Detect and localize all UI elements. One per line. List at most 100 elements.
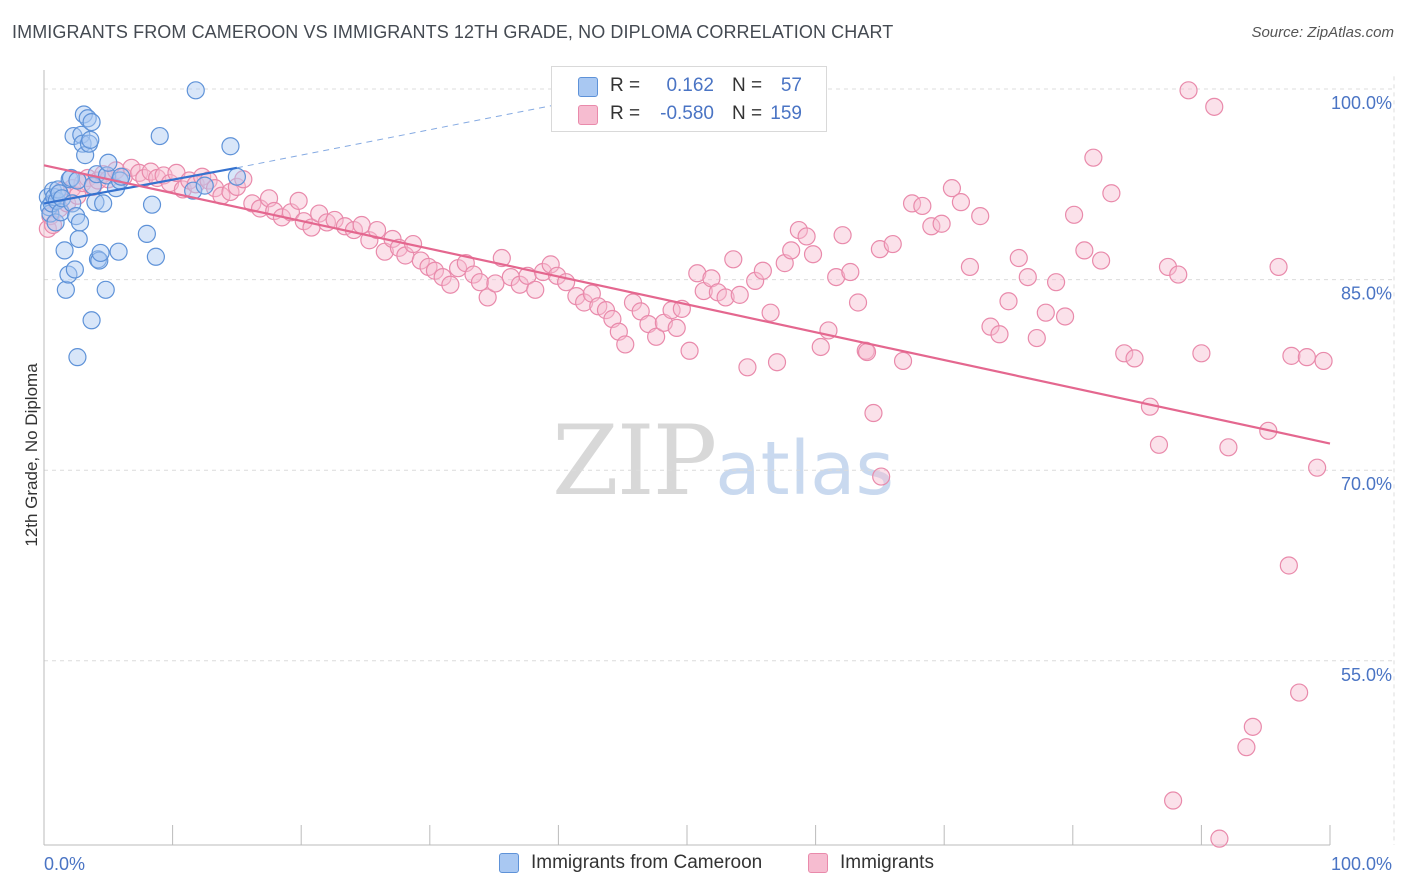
data-point: [69, 229, 88, 249]
series-legend: Immigrants from Cameroon Immigrants: [0, 852, 1406, 878]
legend-swatch-cameroon: [499, 853, 519, 873]
data-point: [841, 262, 860, 282]
n-label: N =: [732, 75, 763, 96]
data-point: [82, 112, 101, 132]
trend-line: [43, 164, 1331, 445]
data-point: [470, 273, 490, 292]
data-point: [761, 303, 780, 322]
source-label: Source: ZipAtlas.com: [1251, 24, 1394, 41]
data-point: [1237, 738, 1256, 757]
data-point: [1027, 328, 1046, 348]
trend-line-extension: [236, 98, 585, 169]
data-point: [46, 213, 65, 232]
data-point: [441, 275, 460, 294]
immigrants-points: [38, 81, 1333, 848]
data-point: [1064, 205, 1084, 224]
data-point: [1009, 248, 1028, 268]
r-value: -0.580: [660, 103, 714, 124]
watermark: ZIPatlas: [552, 405, 894, 517]
data-point: [951, 193, 971, 212]
data-point: [942, 179, 962, 198]
data-point: [960, 257, 980, 277]
data-point: [142, 195, 162, 214]
data-point: [990, 325, 1009, 344]
data-point: [1169, 265, 1188, 284]
n-value: 159: [770, 103, 802, 124]
data-point: [137, 224, 156, 243]
data-point: [81, 130, 100, 149]
data-point: [150, 126, 169, 146]
data-point: [526, 280, 545, 299]
data-point: [221, 137, 240, 156]
data-point: [1205, 97, 1224, 116]
data-point: [1314, 351, 1333, 371]
data-point: [730, 285, 749, 304]
data-point: [94, 194, 113, 213]
y-tick-label: 85.0%: [1341, 284, 1392, 304]
data-point: [716, 288, 735, 307]
data-point: [647, 327, 666, 346]
data-point: [616, 335, 635, 354]
data-point: [478, 288, 497, 307]
n-label: N =: [732, 103, 763, 124]
data-point: [872, 467, 891, 486]
data-point: [82, 311, 101, 330]
data-point: [724, 250, 743, 269]
data-point: [1297, 348, 1316, 367]
data-point: [1219, 438, 1238, 457]
data-point: [186, 81, 205, 100]
data-point: [91, 243, 110, 263]
data-point: [1210, 829, 1229, 848]
n-value: 57: [780, 75, 802, 96]
data-point: [1115, 344, 1134, 363]
data-point: [1192, 344, 1211, 363]
legend-swatch-cameroon: [578, 77, 598, 97]
data-point: [50, 184, 69, 203]
data-point: [130, 163, 149, 183]
data-point: [680, 341, 699, 360]
data-point: [782, 241, 801, 260]
data-point: [464, 265, 483, 284]
data-point: [857, 342, 877, 362]
data-point: [753, 261, 772, 280]
data-point: [883, 234, 902, 254]
data-point: [1269, 257, 1288, 277]
data-point: [227, 167, 246, 186]
watermark-atlas: atlas: [715, 426, 895, 512]
watermark-zip: ZIP: [552, 405, 717, 517]
y-tick-label: 55.0%: [1341, 665, 1392, 685]
data-point: [1179, 81, 1198, 100]
data-point: [96, 280, 115, 299]
data-point: [433, 267, 452, 287]
data-point: [1308, 458, 1327, 477]
legend-swatch-immigrants: [808, 853, 828, 873]
data-point: [827, 267, 846, 287]
data-point: [1158, 257, 1178, 277]
data-point: [1243, 717, 1262, 736]
chart-title: IMMIGRANTS FROM CAMEROON VS IMMIGRANTS 1…: [12, 22, 894, 42]
data-point: [1075, 241, 1094, 260]
data-point: [797, 227, 816, 246]
data-point: [1279, 556, 1298, 575]
data-point: [146, 247, 165, 266]
tick-labels: 100.0% 85.0% 70.0% 55.0% 0.0% 100.0%: [44, 93, 1392, 874]
data-point: [541, 255, 560, 274]
legend-swatch-immigrants: [578, 105, 598, 125]
data-point: [70, 213, 90, 232]
r-value: 0.162: [666, 75, 714, 96]
stats-legend: R = 0.162 N = 57 R = -0.580 N = 159: [551, 66, 827, 132]
r-label: R =: [610, 103, 641, 124]
data-point: [1018, 267, 1037, 287]
data-point: [184, 181, 203, 200]
data-point: [1046, 273, 1066, 292]
data-point: [1036, 303, 1055, 322]
data-point: [864, 403, 883, 423]
data-point: [1164, 791, 1183, 810]
data-point: [746, 271, 765, 291]
data-point: [833, 226, 852, 245]
r-label: R =: [610, 75, 641, 96]
data-point: [227, 177, 246, 196]
y-tick-label: 70.0%: [1341, 474, 1392, 494]
data-point: [90, 251, 109, 270]
x-tick-label: 100.0%: [1331, 854, 1392, 874]
